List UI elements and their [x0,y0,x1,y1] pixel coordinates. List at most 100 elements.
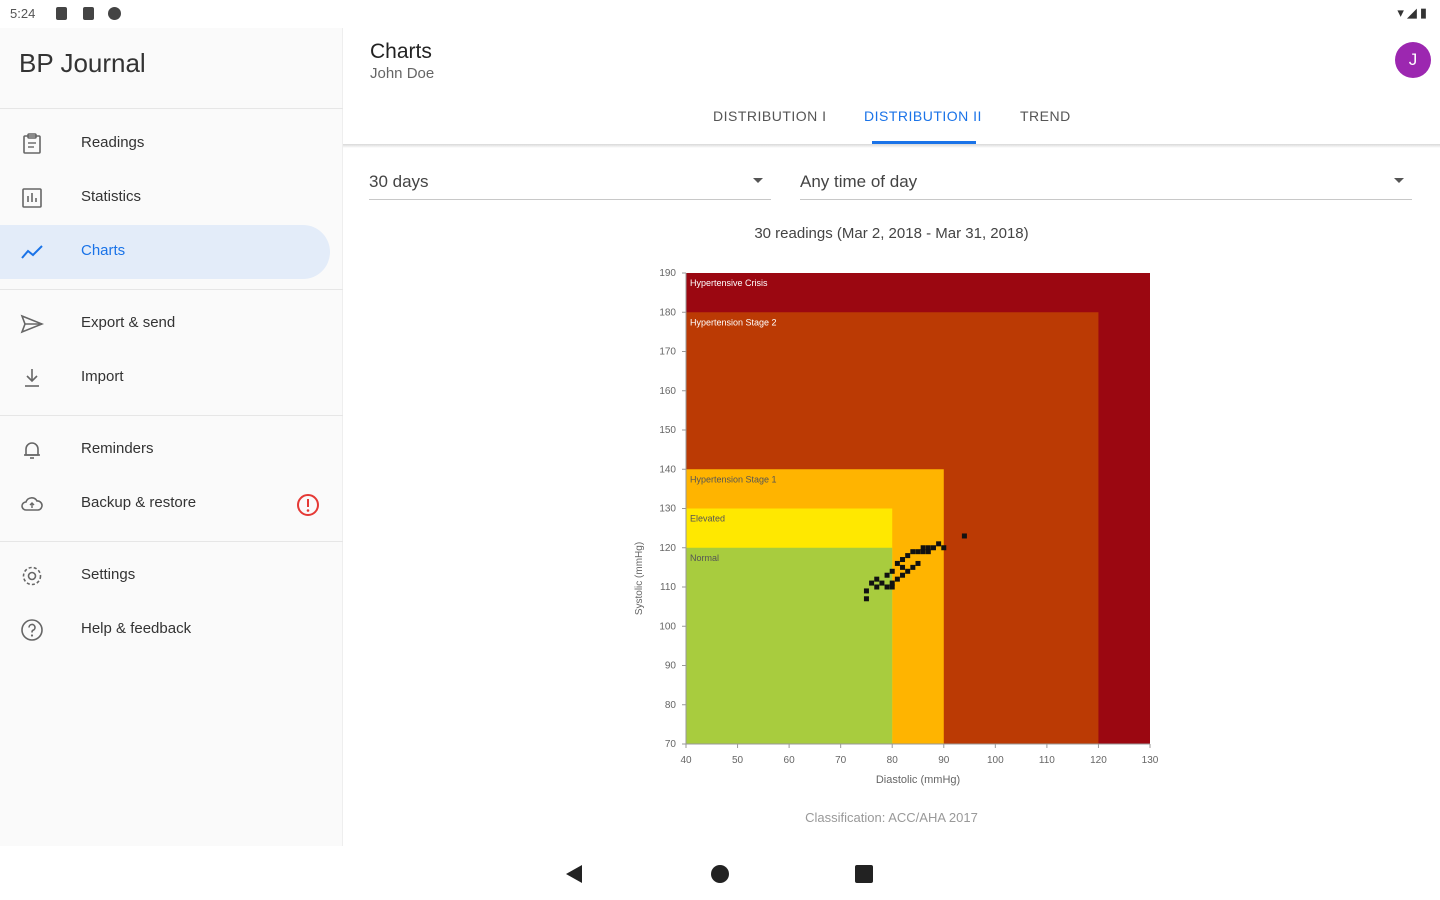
data-point [910,564,916,570]
status-time: 5:24 [10,6,36,21]
data-point [941,545,947,551]
x-tick-label: 100 [987,755,1004,766]
zone-label: Hypertension Stage 2 [690,317,777,327]
nav-label: Charts [81,242,126,259]
y-tick-label: 110 [660,582,676,593]
x-tick-label: 80 [887,755,899,766]
data-point [889,580,895,586]
y-tick-label: 170 [659,347,676,358]
nav-label: Backup & restore [81,494,197,511]
data-point [920,545,926,551]
system-navigation-bar [0,846,1440,900]
cloud-upload-icon [21,497,43,511]
period-select[interactable]: 30 days [369,168,771,200]
y-tick-label: 90 [665,661,677,672]
dropdown-arrow-icon [753,178,763,183]
app-title: BP Journal [19,48,146,78]
data-point [889,568,895,574]
data-point [863,588,869,594]
dropdown-arrow-icon [1394,178,1404,183]
nav-item-charts[interactable]: Charts [0,225,330,279]
nav-item-statistics[interactable]: Statistics [0,171,330,225]
y-tick-label: 70 [665,739,677,750]
page-subtitle: John Doe [370,65,435,82]
x-tick-label: 130 [1142,755,1159,766]
tab-indicator [872,141,976,144]
y-tick-label: 130 [659,504,676,515]
nav-item-settings[interactable]: Settings [0,549,330,603]
nav-item-backup-restore[interactable]: Backup & restore [0,477,330,531]
divider [0,415,343,416]
period-select-value: 30 days [369,172,429,191]
data-point [915,560,921,566]
sd-card-icon [83,7,94,20]
nav-label: Statistics [81,188,142,205]
data-point [884,572,890,578]
data-point [961,533,967,539]
status-bar: 5:24 ▾◢▮ [0,0,1440,28]
tab-bar-shadow [343,144,1440,148]
x-tick-label: 70 [835,755,847,766]
data-point [889,584,895,590]
data-point [879,580,885,586]
page-title: Charts [370,40,432,63]
recent-apps-icon[interactable] [855,865,873,883]
navigation-drawer: BP Journal Readings Statistics Charts Ex… [0,28,343,846]
back-icon[interactable] [566,865,582,883]
data-point [915,549,921,555]
x-tick-label: 120 [1090,755,1107,766]
tab-distribution-ii[interactable]: DISTRIBUTION II [864,108,982,124]
data-point [920,549,926,555]
home-icon[interactable] [711,865,729,883]
data-point [869,580,875,586]
tab-bar: DISTRIBUTION I DISTRIBUTION II TREND [343,98,1440,146]
y-axis-label: Systolic (mmHg) [634,542,645,615]
divider [0,541,343,542]
bell-icon [24,442,40,459]
data-point [910,549,916,555]
data-point [930,545,936,551]
nav-item-help-feedback[interactable]: Help & feedback [0,603,330,657]
nav-item-readings[interactable]: Readings [0,117,330,171]
x-tick-label: 50 [732,755,744,766]
data-point [900,564,906,570]
nav-item-reminders[interactable]: Reminders [0,423,330,477]
data-point [925,545,931,551]
nav-label: Settings [81,566,136,583]
data-point [936,541,942,547]
nav-label: Reminders [81,440,154,457]
nav-item-export-send[interactable]: Export & send [0,297,330,351]
x-tick-label: 110 [1039,755,1055,766]
gear-icon [22,566,42,586]
data-point [894,560,900,566]
stats-icon [22,188,42,208]
help-icon [21,619,43,641]
y-tick-label: 140 [659,464,676,475]
data-point [905,553,911,559]
nav-label: Import [81,368,124,385]
signal-battery-icons: ▾◢▮ [1397,5,1430,20]
data-point [863,596,869,602]
nav-item-import[interactable]: Import [0,351,330,405]
clipboard-icon [23,133,41,154]
tab-trend[interactable]: TREND [1020,108,1071,124]
nav-label: Readings [81,134,145,151]
y-tick-label: 190 [659,268,676,279]
tab-distribution-i[interactable]: DISTRIBUTION I [713,108,827,124]
avatar[interactable]: J [1395,42,1431,78]
divider [0,289,343,290]
y-tick-label: 160 [659,386,676,397]
x-axis-label: Diastolic (mmHg) [876,774,960,786]
zone-rect [686,547,893,744]
x-tick-label: 90 [938,755,950,766]
notification-icon [56,7,67,20]
time-of-day-select[interactable]: Any time of day [800,168,1412,200]
time-of-day-select-value: Any time of day [800,172,918,191]
divider [0,108,343,109]
nav-label: Export & send [81,314,176,331]
zone-label: Hypertension Stage 1 [690,474,777,484]
data-point [894,576,900,582]
warning-icon [297,494,319,516]
data-point [900,557,906,563]
y-tick-label: 100 [659,621,676,632]
